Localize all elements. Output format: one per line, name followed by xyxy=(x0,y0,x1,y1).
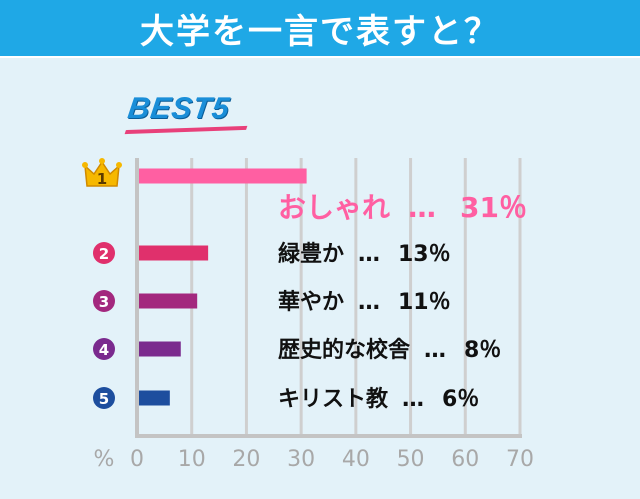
label-separator: … xyxy=(402,387,424,412)
rank-number: 5 xyxy=(99,390,109,408)
label-separator: … xyxy=(358,242,380,267)
x-tick-label: 0 xyxy=(130,447,144,472)
category-label: おしゃれ xyxy=(278,191,390,224)
x-tick-label: 40 xyxy=(342,447,370,472)
bar xyxy=(139,390,170,406)
x-tick-label: 20 xyxy=(232,447,260,472)
value-label: 11％ xyxy=(398,290,451,315)
bar xyxy=(139,245,209,261)
axis-unit-label: % xyxy=(94,447,115,472)
header-bar: 大学を一言で表すと？ xyxy=(0,0,640,56)
x-tick-label: 50 xyxy=(397,447,425,472)
label-separator: … xyxy=(408,191,436,224)
x-tick-label: 60 xyxy=(451,447,479,472)
category-label: 歴史的な校舎 xyxy=(278,337,411,363)
chart-panel xyxy=(0,58,640,499)
rank-badge xyxy=(93,290,115,312)
rank-number: 3 xyxy=(99,293,109,311)
crown-jewel-icon xyxy=(99,158,105,164)
value-label: 8％ xyxy=(464,338,501,363)
label-separator: … xyxy=(424,338,446,363)
rank-badge xyxy=(93,242,115,264)
value-label: 31％ xyxy=(460,191,527,224)
rank-number: 1 xyxy=(97,170,107,188)
x-tick-label: 30 xyxy=(287,447,315,472)
crown-jewel-icon xyxy=(82,162,88,168)
category-label: 緑豊か xyxy=(278,241,344,267)
bar xyxy=(139,341,181,357)
bar xyxy=(139,293,198,309)
rank-number: 4 xyxy=(99,341,109,359)
crown-jewel-icon xyxy=(116,162,122,168)
label-separator: … xyxy=(358,290,380,315)
category-label: 華やか xyxy=(278,290,344,315)
category-label: キリスト教 xyxy=(278,386,389,412)
x-tick-label: 70 xyxy=(506,447,534,472)
x-tick-label: 10 xyxy=(178,447,206,472)
rank-number: 2 xyxy=(99,245,109,263)
bar xyxy=(139,168,307,184)
value-label: 6％ xyxy=(442,387,479,412)
rank-badge xyxy=(93,387,115,409)
page-title: 大学を一言で表すと？ xyxy=(140,11,500,52)
rank-badge xyxy=(93,338,115,360)
value-label: 13％ xyxy=(398,242,451,267)
